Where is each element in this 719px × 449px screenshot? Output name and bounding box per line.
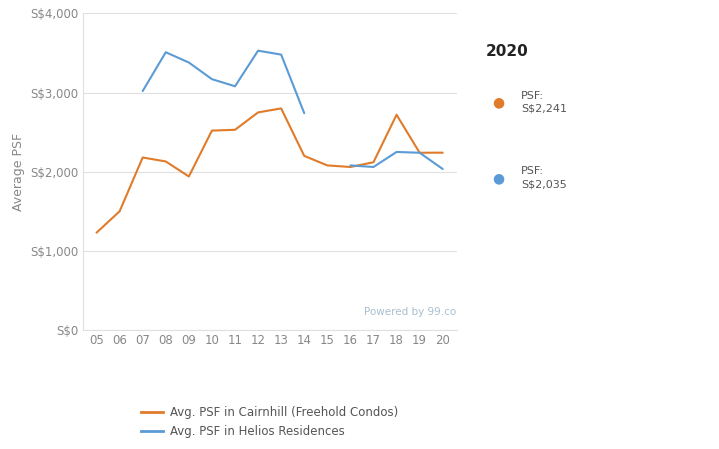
Text: 2020: 2020 bbox=[485, 44, 528, 59]
Text: PSF:
S$2,241: PSF: S$2,241 bbox=[521, 91, 567, 114]
Text: ●: ● bbox=[493, 95, 505, 109]
Y-axis label: Average PSF: Average PSF bbox=[12, 133, 24, 211]
Text: ●: ● bbox=[493, 171, 505, 185]
Text: PSF:
S$2,035: PSF: S$2,035 bbox=[521, 167, 567, 189]
Text: Powered by 99.co: Powered by 99.co bbox=[365, 308, 457, 317]
Legend: Avg. PSF in Cairnhill (Freehold Condos), Avg. PSF in Helios Residences: Avg. PSF in Cairnhill (Freehold Condos),… bbox=[137, 402, 403, 443]
